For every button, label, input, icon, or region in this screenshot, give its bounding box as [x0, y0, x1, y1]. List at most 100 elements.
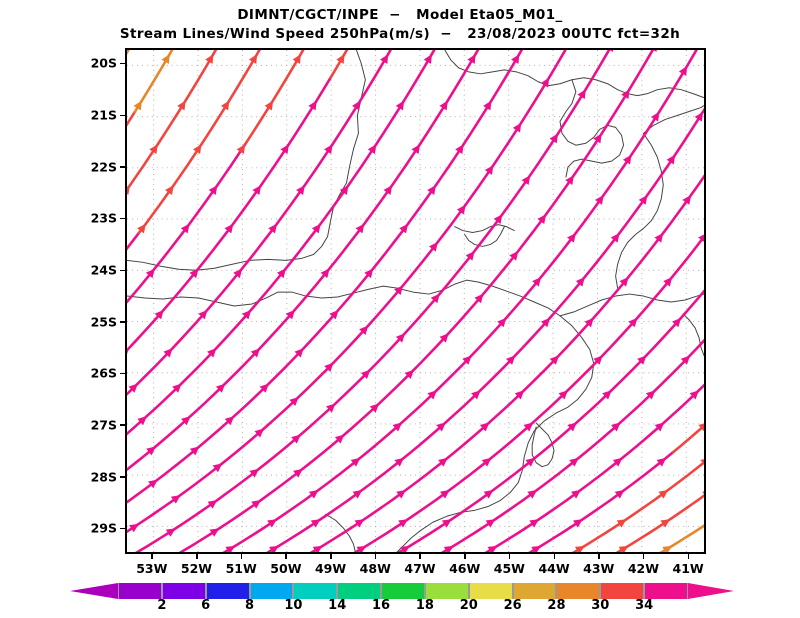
streamline-arrowhead — [264, 100, 273, 111]
streamline-arrowhead — [170, 494, 181, 504]
colorbar-segment-12 — [644, 583, 688, 599]
y-axis-tick-26S: 26S — [90, 365, 117, 381]
title-line-2: Stream Lines/Wind Speed 250hPa(m/s) − 23… — [119, 26, 681, 42]
streamline-arrowhead — [392, 422, 403, 432]
streamline-arrowhead — [149, 144, 158, 155]
x-axis-tickmark — [419, 553, 421, 559]
x-axis-tickmark — [598, 553, 600, 559]
x-axis-tick-53W: 53W — [136, 561, 168, 576]
colorbar-segment-10 — [556, 583, 601, 599]
streamline-segment — [309, 174, 704, 552]
streamline-arrowhead — [267, 519, 277, 528]
streamline-arrowhead — [700, 457, 704, 467]
streamline-arrowhead — [292, 54, 301, 64]
streamline-segment — [329, 50, 349, 79]
x-axis-tick-45W: 45W — [493, 561, 525, 576]
streamline-arrowhead — [660, 519, 671, 528]
streamline-segment — [127, 50, 218, 192]
streamline-arrowhead — [399, 223, 409, 234]
streamline-arrowhead — [423, 54, 432, 64]
streamline-arrowhead — [512, 122, 522, 133]
streamline-arrowhead — [479, 422, 490, 432]
y-axis-tick-20S: 20S — [90, 55, 117, 71]
streamline-segment — [127, 76, 332, 353]
streamline-layer — [127, 50, 704, 552]
colorbar-tick-20: 20 — [459, 598, 478, 613]
streamline-arrowhead — [394, 457, 405, 467]
streamline-arrowhead — [259, 383, 270, 393]
streamline-arrowhead — [254, 428, 265, 438]
streamline-arrowhead — [207, 348, 217, 358]
streamline-arrowhead — [192, 144, 202, 155]
streamline-arrowhead — [622, 154, 632, 165]
y-axis-tickmark — [120, 217, 126, 220]
streamline-arrowhead — [198, 309, 208, 320]
streamline-arrowhead — [148, 479, 158, 489]
streamline-segment — [127, 50, 480, 472]
streamline-segment — [353, 234, 704, 552]
streamline-segment — [659, 524, 704, 552]
streamline-arrowhead — [427, 185, 436, 195]
streamline-segment — [528, 450, 675, 552]
x-axis-tick-44W: 44W — [538, 561, 570, 576]
colorbar-extend-high-arrow — [688, 583, 734, 599]
colorbar-segment-7 — [424, 583, 469, 599]
streamline-arrowhead — [440, 489, 450, 499]
y-axis-tickmark — [120, 269, 126, 272]
streamline-arrowhead — [525, 457, 536, 467]
streamline-segment — [615, 494, 704, 552]
streamline-arrowhead — [610, 232, 620, 243]
streamline-arrowhead — [359, 325, 369, 335]
y-axis-tick-28S: 28S — [90, 469, 117, 485]
colorbar-tick-10: 10 — [284, 598, 303, 613]
streamline-arrowhead — [565, 175, 574, 185]
streamline-arrowhead — [527, 489, 538, 499]
y-axis-tickmark — [120, 62, 126, 65]
streamline-arrowhead — [127, 551, 136, 552]
streamline-arrowhead — [654, 232, 664, 243]
streamline-arrowhead — [455, 144, 464, 155]
streamline-arrowhead — [471, 390, 481, 400]
x-axis-tick-43W: 43W — [583, 561, 615, 576]
streamline-arrowhead — [128, 383, 138, 393]
streamline-arrowhead — [312, 545, 323, 552]
streamline-arrowhead — [293, 468, 303, 478]
streamline-arrowhead — [233, 268, 243, 279]
streamline-arrowhead — [694, 111, 704, 122]
streamline-arrowhead — [146, 446, 156, 456]
streamline-arrowhead — [356, 545, 367, 552]
streamline-segment — [127, 50, 567, 534]
y-axis-tickmark — [120, 372, 126, 375]
streamline-arrowhead — [483, 100, 492, 111]
streamline-arrowhead — [465, 250, 475, 261]
x-axis-tick-48W: 48W — [359, 561, 391, 576]
streamline-segment — [127, 50, 524, 504]
streamline-arrowhead — [163, 348, 173, 358]
colorbar-segment-5 — [337, 583, 382, 599]
streamline-arrowhead — [269, 545, 279, 552]
streamline-arrowhead — [481, 457, 492, 467]
colorbar-segment-11 — [600, 583, 645, 599]
streamline-arrowhead — [569, 457, 579, 467]
colorbar-tick-6: 6 — [201, 598, 211, 613]
streamline-arrowhead — [394, 285, 404, 296]
streamline-segment — [127, 110, 137, 127]
streamline-arrowhead — [324, 362, 334, 372]
y-axis-tickmark — [120, 527, 126, 530]
x-axis-tick-50W: 50W — [270, 561, 302, 576]
streamline-arrowhead — [400, 545, 411, 552]
streamline-arrowhead — [383, 185, 393, 195]
streamline-arrowhead — [443, 545, 454, 552]
streamline-segment — [662, 500, 704, 552]
streamline-arrowhead — [367, 144, 377, 155]
streamline-arrowhead — [398, 519, 409, 528]
streamline-arrowhead — [154, 309, 164, 320]
streamline-arrowhead — [289, 396, 299, 407]
streamline-arrowhead — [428, 241, 438, 252]
streamline-arrowhead — [395, 100, 405, 111]
streamline-arrowhead — [396, 489, 407, 499]
streamline-arrowhead — [252, 185, 262, 195]
streamline-segment — [572, 460, 704, 552]
y-axis-tickmark — [120, 321, 126, 323]
